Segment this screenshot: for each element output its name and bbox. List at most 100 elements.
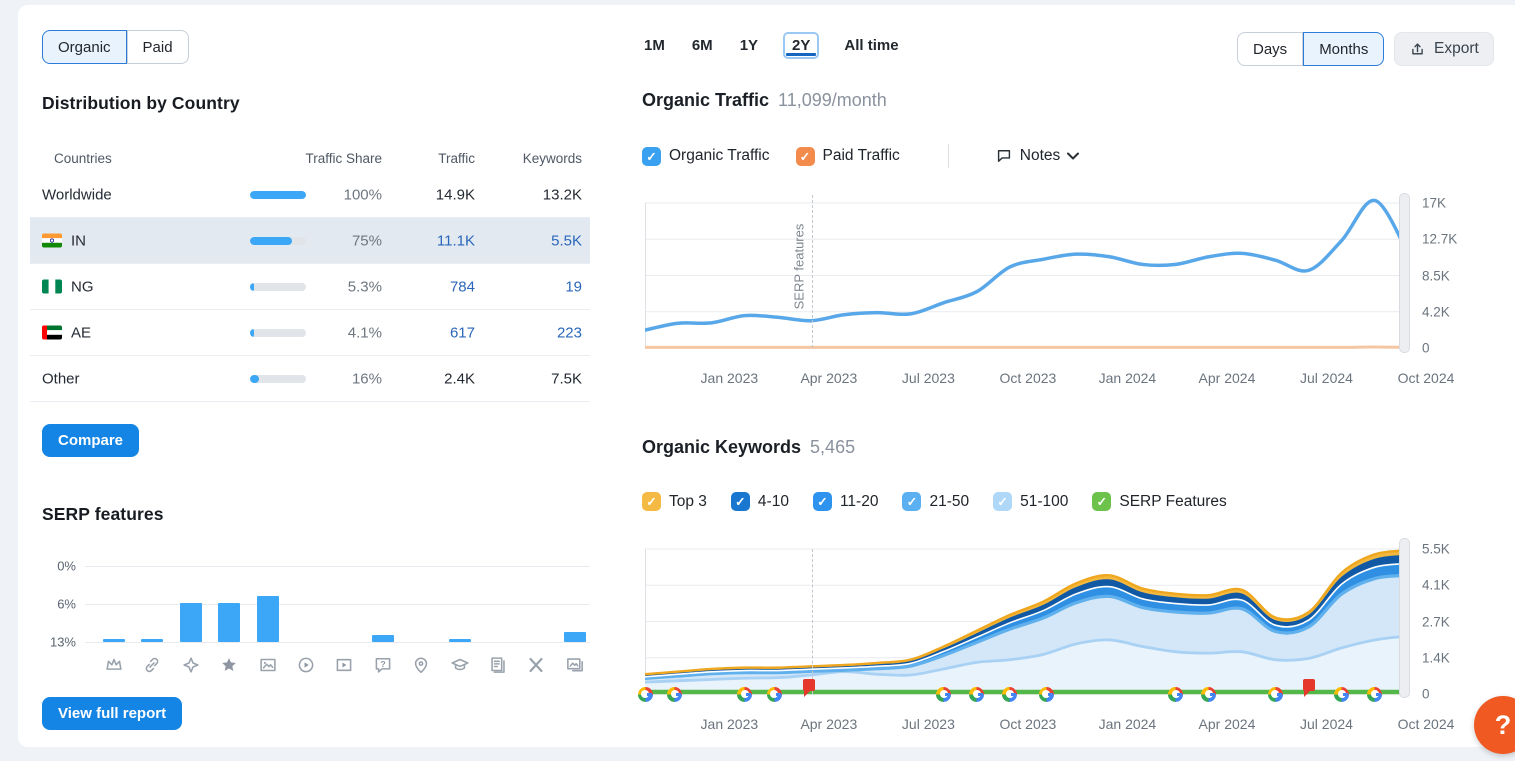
serp-feature-bar-sitelinks[interactable] bbox=[103, 639, 125, 642]
organic-traffic-chart[interactable] bbox=[645, 190, 1409, 362]
x-tick-label: Apr 2024 bbox=[1198, 716, 1256, 732]
legend-top-3[interactable]: ✓ Top 3 bbox=[642, 492, 707, 511]
google-favicon-marker[interactable] bbox=[637, 686, 653, 702]
google-favicon-marker[interactable] bbox=[1168, 686, 1184, 702]
google-favicon-marker[interactable] bbox=[1367, 686, 1383, 702]
y-tick-label: 1.4K bbox=[1422, 650, 1450, 666]
people-also-ask-icon[interactable]: ? bbox=[372, 654, 394, 676]
traffic-share-value: 100% bbox=[343, 186, 382, 203]
toggle-organic[interactable]: Organic bbox=[42, 30, 127, 64]
legend-21-50[interactable]: ✓ 21-50 bbox=[902, 492, 969, 511]
checkbox-organic-traffic[interactable]: ✓ bbox=[642, 146, 661, 166]
traffic-value: 2.4K bbox=[444, 370, 475, 387]
y-tick-label: 6% bbox=[57, 596, 76, 612]
legend-serp-features[interactable]: ✓ SERP Features bbox=[1092, 492, 1227, 511]
divider bbox=[947, 144, 949, 168]
country-distribution-title: Distribution by Country bbox=[42, 93, 240, 113]
table-row-worldwide[interactable]: Worldwide 100% 14.9K 13.2K bbox=[30, 172, 590, 218]
traffic-chart-zoom-handle[interactable] bbox=[1399, 193, 1410, 353]
checkbox-11-20[interactable]: ✓ bbox=[812, 492, 832, 511]
legend-11-20[interactable]: ✓ 11-20 bbox=[812, 492, 878, 511]
featured-video-icon[interactable] bbox=[333, 654, 355, 676]
column-header-traffic: Traffic bbox=[438, 151, 475, 166]
legend-4-10[interactable]: ✓ 4-10 bbox=[730, 492, 789, 511]
compare-button[interactable]: Compare bbox=[42, 424, 140, 457]
google-favicon-marker[interactable] bbox=[766, 686, 782, 702]
keywords-chart-zoom-handle[interactable] bbox=[1399, 538, 1410, 698]
sitelinks-icon[interactable] bbox=[103, 654, 125, 676]
x-tick-label: Jul 2024 bbox=[1300, 716, 1353, 732]
checkbox-21-50[interactable]: ✓ bbox=[902, 492, 922, 511]
granularity-months[interactable]: Months bbox=[1303, 32, 1385, 66]
x-tick-label: Oct 2023 bbox=[999, 370, 1057, 386]
checkbox-4-10[interactable]: ✓ bbox=[730, 492, 750, 511]
traffic-share-bar bbox=[250, 328, 306, 337]
tab-1y[interactable]: 1Y bbox=[739, 37, 759, 54]
serp-feature-bar-instant-answer[interactable] bbox=[179, 603, 202, 642]
export-button[interactable]: Export bbox=[1394, 32, 1494, 66]
serp-feature-bar-knowledge-panel[interactable] bbox=[448, 638, 471, 642]
granularity-days[interactable]: Days bbox=[1237, 32, 1304, 66]
table-row-ng[interactable]: NG 5.3% 784 19 bbox=[30, 264, 590, 310]
traffic-share-bar bbox=[250, 282, 306, 291]
view-full-report-button[interactable]: View full report bbox=[42, 697, 183, 730]
google-favicon-marker[interactable] bbox=[969, 686, 985, 702]
google-favicon-marker[interactable] bbox=[667, 686, 683, 702]
images-icon[interactable] bbox=[257, 654, 279, 676]
checkbox-paid-traffic[interactable]: ✓ bbox=[795, 146, 815, 166]
legend-label: Paid Traffic bbox=[822, 147, 900, 164]
google-favicon-marker[interactable] bbox=[1038, 686, 1054, 702]
google-favicon-marker[interactable] bbox=[1267, 686, 1283, 702]
google-favicon-marker[interactable] bbox=[936, 686, 952, 702]
local-pack-icon[interactable] bbox=[410, 654, 432, 676]
image-pack-icon[interactable] bbox=[564, 654, 586, 676]
table-row-ae[interactable]: AE 4.1% 617 223 bbox=[30, 310, 590, 356]
legend-label: SERP Features bbox=[1119, 492, 1227, 510]
y-tick-label: 12.7K bbox=[1422, 231, 1458, 247]
serp-feature-bar-images[interactable] bbox=[256, 595, 279, 642]
main-card: Organic Paid Distribution by Country Coun… bbox=[18, 5, 1515, 747]
reviews-icon[interactable] bbox=[218, 654, 240, 676]
serp-feature-bar-url[interactable] bbox=[141, 639, 164, 642]
top-stories-icon[interactable] bbox=[487, 654, 509, 676]
note-flag-marker[interactable] bbox=[1303, 679, 1316, 697]
y-tick-label: 17K bbox=[1422, 195, 1447, 211]
x-tick-label: Jul 2023 bbox=[901, 716, 955, 732]
serp-feature-bar-people-also-ask[interactable] bbox=[371, 635, 394, 642]
organic-keywords-chart[interactable] bbox=[645, 535, 1409, 707]
tab-2y[interactable]: 2Y bbox=[783, 32, 820, 59]
checkbox-51-100[interactable]: ✓ bbox=[993, 492, 1013, 511]
legend-51-100[interactable]: ✓ 51-100 bbox=[993, 492, 1068, 511]
tab-1m[interactable]: 1M bbox=[644, 37, 665, 54]
organic-keywords-heading: Organic Keywords 5,465 bbox=[642, 437, 855, 458]
tab-6m[interactable]: 6M bbox=[691, 37, 713, 54]
serp-features-annotation-label: SERP features bbox=[791, 223, 807, 310]
video-icon[interactable] bbox=[295, 654, 317, 676]
tab-all-time[interactable]: All time bbox=[844, 37, 899, 54]
x-tick-label: Apr 2024 bbox=[1198, 370, 1256, 386]
google-favicon-marker[interactable] bbox=[1002, 686, 1018, 702]
serp-feature-bar-image-pack[interactable] bbox=[563, 631, 586, 642]
note-flag-marker[interactable] bbox=[802, 679, 815, 697]
table-row-in[interactable]: IN 75% 11.1K 5.5K bbox=[30, 218, 590, 264]
serp-feature-bar-reviews[interactable] bbox=[218, 602, 241, 642]
x-tick-label: Jan 2023 bbox=[700, 370, 759, 386]
notes-dropdown[interactable]: Notes bbox=[995, 147, 1080, 165]
column-header-countries: Countries bbox=[54, 151, 112, 166]
checkbox-top-3[interactable]: ✓ bbox=[642, 492, 661, 511]
url-icon[interactable] bbox=[141, 654, 163, 676]
google-favicon-marker[interactable] bbox=[737, 686, 753, 702]
table-row-other[interactable]: Other 16% 2.4K 7.5K bbox=[30, 356, 590, 402]
x-twitter-icon[interactable] bbox=[525, 654, 547, 676]
legend-organic-traffic[interactable]: ✓ Organic Traffic bbox=[642, 146, 770, 166]
google-favicon-marker[interactable] bbox=[1334, 686, 1350, 702]
checkbox-serp-features[interactable]: ✓ bbox=[1092, 492, 1112, 511]
legend-paid-traffic[interactable]: ✓ Paid Traffic bbox=[795, 146, 900, 166]
instant-answer-icon[interactable] bbox=[180, 654, 202, 676]
knowledge-panel-icon[interactable] bbox=[449, 654, 471, 676]
y-tick-label: 4.2K bbox=[1422, 304, 1450, 320]
gridline bbox=[85, 604, 590, 605]
google-favicon-marker[interactable] bbox=[1201, 686, 1217, 702]
help-button[interactable]: ? bbox=[1474, 696, 1515, 754]
toggle-paid[interactable]: Paid bbox=[126, 30, 189, 64]
